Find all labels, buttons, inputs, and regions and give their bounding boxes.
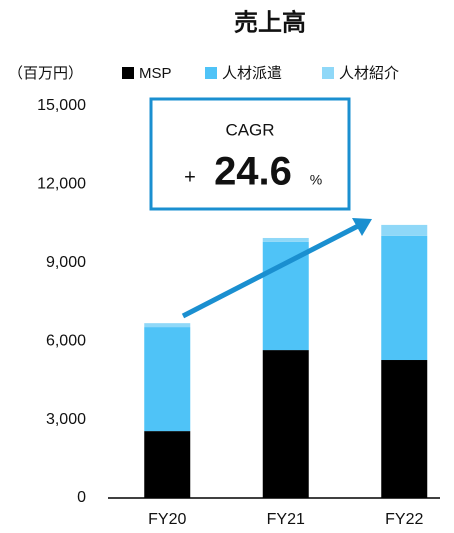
bar-segment xyxy=(262,350,309,498)
plot: 0 3,000 6,000 9,000 12,000 15,000 FY20 FY21 FY22 xyxy=(37,97,428,528)
legend-swatch xyxy=(122,67,134,79)
bar-segment xyxy=(144,323,191,328)
bar-segment xyxy=(381,224,428,236)
legend-swatch xyxy=(322,67,334,79)
bar-segment xyxy=(144,431,191,498)
y-tick-label: 12,000 xyxy=(37,176,86,193)
unit-label: （百万円） xyxy=(8,65,83,82)
legend: MSP 人材派遣 人材紹介 xyxy=(122,65,399,82)
bar-segment xyxy=(144,327,191,432)
bar-segment xyxy=(381,235,428,361)
bar-segment xyxy=(381,360,428,498)
y-tick-label: 9,000 xyxy=(46,254,86,271)
y-tick-label: 15,000 xyxy=(37,97,86,114)
cagr-prefix: + xyxy=(184,166,196,188)
arrow xyxy=(181,222,362,319)
legend-label: 人材紹介 xyxy=(339,65,399,82)
y-tick-label: 6,000 xyxy=(46,332,86,349)
cagr-value: 24.6 xyxy=(214,150,292,194)
bar-segment xyxy=(262,241,309,351)
arrow-head xyxy=(352,218,372,236)
y-tick-label: 3,000 xyxy=(46,411,86,428)
legend-label: 人材派遣 xyxy=(222,65,282,82)
legend-label: MSP xyxy=(139,65,172,82)
cagr-box xyxy=(149,97,351,211)
cagr-suffix: % xyxy=(310,172,322,188)
x-tick-label: FY20 xyxy=(148,511,186,528)
legend-swatch xyxy=(205,67,217,79)
y-tick-label: 0 xyxy=(77,489,86,506)
x-tick-label: FY21 xyxy=(267,511,305,528)
annotation: CAGR + 24.6 % xyxy=(149,97,372,319)
bar-segment xyxy=(262,237,309,242)
cagr-title: CAGR xyxy=(225,120,274,139)
x-tick-label: FY22 xyxy=(385,511,423,528)
chart-title: 売上高 xyxy=(234,8,306,36)
